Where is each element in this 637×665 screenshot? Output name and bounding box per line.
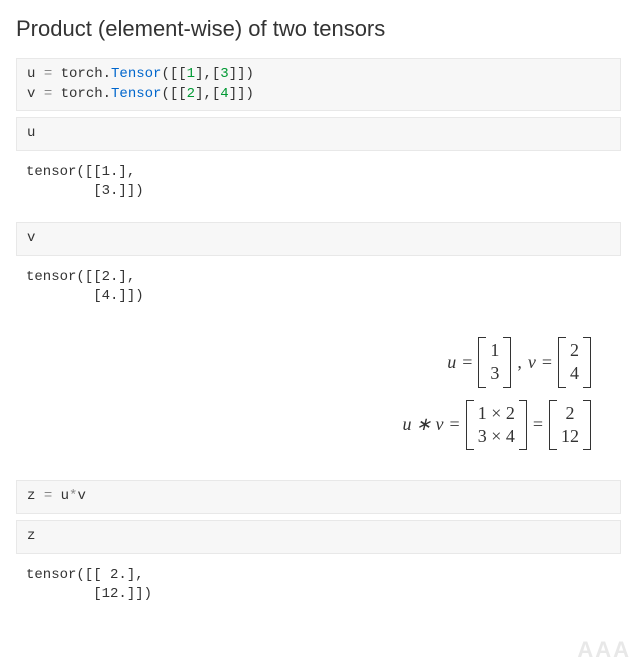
matrix-entry: 3 (490, 362, 499, 385)
code-text: v (27, 86, 44, 102)
math-row-2: u ∗ v = 1 × 23 × 4 = 212 (402, 400, 591, 451)
matrix-product: 1 × 23 × 4 (466, 400, 527, 451)
matrix-entry: 3 × 4 (478, 425, 515, 448)
code-text: ([[ (161, 86, 186, 102)
code-text: ]]) (229, 86, 254, 102)
code-text: ]]) (229, 66, 254, 82)
code-text: u (27, 125, 35, 141)
code-cell-3: v (16, 222, 621, 256)
math-comma: , (517, 352, 522, 373)
call: Tensor (111, 66, 161, 82)
code-text: torch. (52, 86, 111, 102)
number: 1 (187, 66, 195, 82)
code-text: v (77, 488, 85, 504)
number: 4 (220, 86, 228, 102)
operator: = (44, 86, 52, 102)
matrix-result: 212 (549, 400, 591, 451)
math-eq: = (542, 352, 552, 373)
math-block: u = 13 , v = 24 u ∗ v = 1 × 23 × 4 = 212 (16, 327, 621, 473)
output-cell-5: tensor([[ 2.], [12.]]) (16, 560, 621, 611)
code-text: ],[ (195, 66, 220, 82)
code-text: u (52, 488, 69, 504)
math-lhs: u ∗ v (402, 414, 443, 435)
matrix-entry: 4 (570, 362, 579, 385)
math-eq: = (450, 414, 460, 435)
code-text: z (27, 528, 35, 544)
code-text: torch. (52, 66, 111, 82)
code-text: u (27, 66, 44, 82)
math-eq: = (533, 414, 543, 435)
code-cell-4: z = u*v (16, 480, 621, 514)
math-row-1: u = 13 , v = 24 (447, 337, 591, 388)
call: Tensor (111, 86, 161, 102)
operator: = (44, 488, 52, 504)
math-var-v: v (528, 352, 536, 373)
code-cell-5: z (16, 520, 621, 554)
watermark: AAA (577, 637, 631, 663)
number: 2 (187, 86, 195, 102)
code-cell-2: u (16, 117, 621, 151)
matrix-v: 24 (558, 337, 591, 388)
matrix-entry: 2 (561, 402, 579, 425)
matrix-entry: 1 × 2 (478, 402, 515, 425)
code-cell-1: u = torch.Tensor([[1],[3]]) v = torch.Te… (16, 58, 621, 111)
matrix-entry: 2 (570, 339, 579, 362)
code-text: v (27, 230, 35, 246)
math-eq: = (462, 352, 472, 373)
code-text: z (27, 488, 44, 504)
page-title: Product (element-wise) of two tensors (16, 16, 621, 42)
code-text: ([[ (161, 66, 186, 82)
matrix-entry: 1 (490, 339, 499, 362)
output-cell-2: tensor([[1.], [3.]]) (16, 157, 621, 208)
matrix-entry: 12 (561, 425, 579, 448)
code-text: ],[ (195, 86, 220, 102)
output-cell-3: tensor([[2.], [4.]]) (16, 262, 621, 313)
operator: = (44, 66, 52, 82)
matrix-u: 13 (478, 337, 511, 388)
number: 3 (220, 66, 228, 82)
math-var-u: u (447, 352, 456, 373)
